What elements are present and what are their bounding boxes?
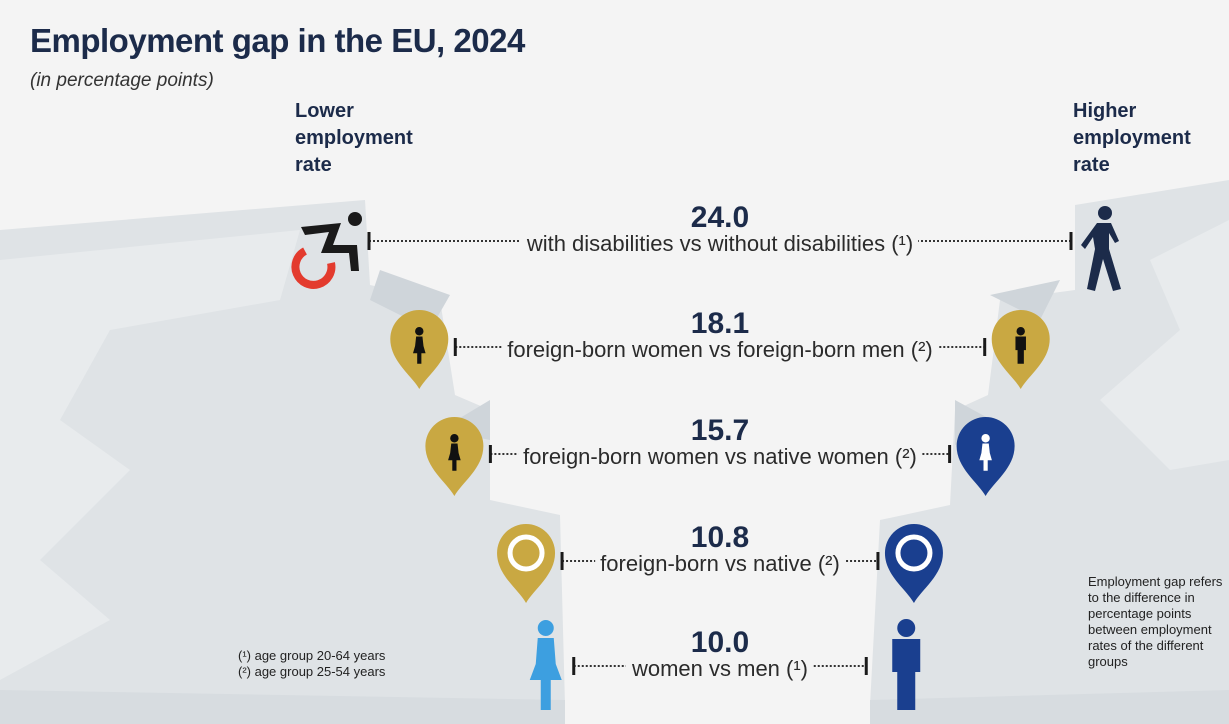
man-icon (892, 619, 921, 710)
value-label: 15.7 (691, 414, 749, 447)
woman-pin-icon (425, 417, 484, 496)
footnote-1: (¹) age group 20-64 years (238, 648, 386, 663)
value-label: 24.0 (691, 201, 749, 234)
gap-definition-note: Employment gap refers to the difference … (1088, 574, 1223, 669)
value-label: 18.1 (691, 307, 749, 340)
category-label: foreign-born women vs foreign-born men (… (507, 337, 933, 362)
chart-title: Employment gap in the EU, 2024 (30, 22, 525, 59)
value-label: 10.0 (691, 626, 749, 659)
category-label: with disabilities vs without disabilitie… (526, 231, 913, 256)
walking-person-icon (1081, 206, 1121, 291)
woman-icon (529, 620, 562, 710)
category-label: foreign-born vs native (²) (600, 551, 840, 576)
circle-pin-icon (497, 524, 556, 603)
category-label: women vs men (¹) (631, 656, 808, 681)
value-label: 10.8 (691, 521, 749, 554)
category-label-backdrop (625, 658, 814, 683)
wheelchair-icon (291, 212, 362, 289)
woman-pin-icon (390, 310, 449, 389)
higher-rate-label: Higher employment rate (1073, 100, 1191, 176)
footnotes: (¹) age group 20-64 years (²) age group … (238, 648, 385, 680)
lower-rate-label: Lower employment rate (295, 100, 413, 176)
category-label: foreign-born women vs native women (²) (523, 444, 917, 469)
circle-pin-icon (884, 524, 943, 603)
chart-subtitle: (in percentage points) (30, 70, 214, 91)
footnote-2: (²) age group 25-54 years (238, 664, 386, 679)
category-label-backdrop (502, 339, 938, 364)
woman-pin-icon (956, 417, 1015, 496)
category-label-backdrop (520, 233, 919, 258)
category-label-backdrop (595, 553, 845, 578)
man-pin-icon (991, 310, 1050, 389)
category-label-backdrop (518, 446, 922, 471)
